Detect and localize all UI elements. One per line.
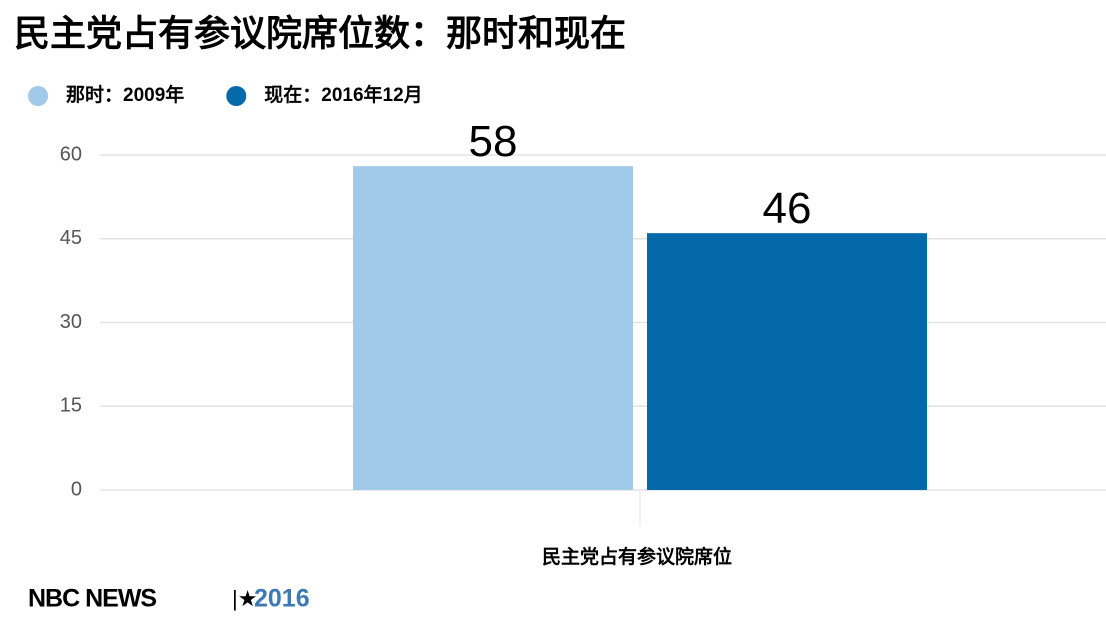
y-tick-label: 45 bbox=[60, 227, 82, 249]
y-tick-label: 30 bbox=[60, 311, 82, 333]
source: NBC NEWS bbox=[28, 585, 156, 613]
data-label: 58 bbox=[469, 117, 518, 166]
data-label: 46 bbox=[763, 184, 812, 233]
bar bbox=[353, 166, 633, 490]
y-tick-label: 0 bbox=[71, 478, 82, 500]
y-tick-label: 15 bbox=[60, 395, 82, 417]
legend-label: 现在：2016年12月 bbox=[264, 83, 422, 106]
logo: NBC NEWS |★ 2016 bbox=[28, 585, 310, 613]
source-year: 2016 bbox=[254, 585, 310, 613]
legend-swatch bbox=[28, 86, 48, 106]
bar bbox=[647, 233, 927, 490]
chart-title: 民主党占有参议院席位数：那时和现在 bbox=[14, 13, 626, 54]
y-tick-label: 60 bbox=[60, 143, 82, 165]
separator: |★ bbox=[232, 586, 257, 611]
legend-label: 那时：2009年 bbox=[66, 83, 184, 106]
x-tick-label: 民主党占有参议院席位 bbox=[542, 545, 732, 568]
legend-swatch bbox=[226, 86, 247, 106]
